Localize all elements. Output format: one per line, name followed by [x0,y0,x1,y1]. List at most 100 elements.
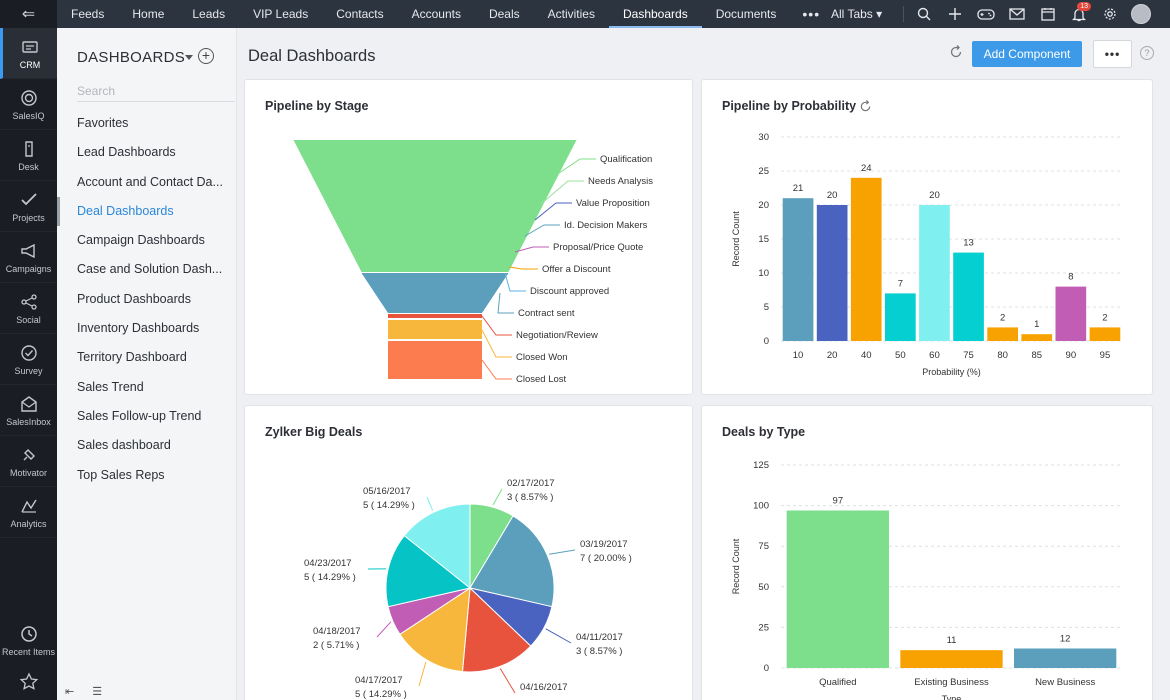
add-component-button[interactable]: Add Component [972,41,1082,67]
sidebar-search-input[interactable] [77,80,235,102]
menu-collapse-icon[interactable]: ⇐ [21,6,36,23]
rail-label: Social [16,314,41,325]
app-rail: ⇐ CRM SalesIQ Desk Projects Campaigns Social S… [0,0,57,700]
all-tabs-dropdown[interactable]: All Tabs ▾ [831,7,883,21]
tab-vip-leads[interactable]: VIP Leads [253,7,309,21]
more-options-button[interactable]: ••• [1093,40,1132,68]
sidebar-item[interactable]: Campaign Dashboards [77,233,205,248]
tab-contacts[interactable]: Contacts [336,7,384,21]
more-tabs-button[interactable]: ••• [802,6,821,22]
funnel-segment[interactable] [388,314,482,318]
reorder-list-icon[interactable]: ☰ [92,686,103,698]
collapse-sidebar-icon[interactable]: ⇤ [65,686,75,698]
funnel-segment[interactable] [293,140,577,272]
settings-gear-icon[interactable] [1094,4,1125,24]
rail-item-social[interactable]: Social [0,283,57,334]
gamepad-icon[interactable] [970,4,1001,24]
sidebar-item[interactable]: Favorites [77,116,129,130]
y-tick-label: 100 [753,501,769,512]
tab-dashboards[interactable]: Dashboards [608,0,702,28]
mail-icon[interactable] [1001,4,1032,24]
bar[interactable] [900,650,1003,668]
tab-documents[interactable]: Documents [715,7,777,21]
plus-icon[interactable] [939,4,970,24]
help-icon[interactable]: ? [1140,46,1154,60]
sidebar-item[interactable]: Top Sales Reps [77,467,165,482]
y-tick-label: 15 [758,234,769,245]
bar[interactable] [987,327,1018,341]
bar[interactable] [816,205,848,341]
user-avatar[interactable] [1125,4,1156,24]
tab-deals[interactable]: Deals [488,7,520,21]
pie-slice[interactable] [403,503,471,590]
funnel-segment[interactable] [388,341,482,379]
bar[interactable] [1021,334,1053,341]
bar[interactable] [786,510,889,668]
star-icon [19,671,38,690]
refresh-icon[interactable] [949,45,969,65]
pipeline-probability-bar-chart: 0 5 10 15 20 25 30 21 10 20 20 24 40 7 50 20 60 13 75 2 80 1 8… [731,132,1122,377]
rail-item-desk[interactable]: Desk [0,130,57,181]
bar[interactable] [850,177,882,341]
bar[interactable] [1089,327,1121,341]
rail-item-analytics[interactable]: Analytics [0,487,57,538]
pie-leader-line [499,668,516,694]
bar[interactable] [919,205,950,341]
sidebar-item[interactable]: Sales Follow-up Trend [77,408,202,423]
rail-label: Analytics [10,518,47,529]
tab-home[interactable]: Home [132,7,165,21]
rail-item-campaigns[interactable]: Campaigns [0,232,57,283]
sidebar-item[interactable]: Case and Solution Dash... [77,262,223,277]
funnel-label: Qualification [600,154,652,165]
pie-slice[interactable] [469,515,555,608]
funnel-segment[interactable] [361,273,509,313]
pie-value-label: 3 ( 8.57% ) [576,646,622,657]
sidebar-item[interactable]: Deal Dashboards [57,196,237,227]
bar[interactable] [1014,648,1117,668]
pie-date-label: 04/17/2017 [355,675,403,686]
sidebar-item[interactable]: Account and Contact Da... [77,174,223,189]
rail-item-salesiq[interactable]: SalesIQ [0,79,57,130]
bar-value-label: 11 [947,635,957,646]
card-title: Pipeline by Stage [265,99,369,113]
pie-slice[interactable] [399,587,471,673]
notification-badge: 13 [1077,2,1091,11]
tab-activities[interactable]: Activities [547,7,595,21]
funnel-leader-line [534,202,572,221]
bell-icon[interactable]: 13 [1063,2,1094,24]
rail-item-recent-items[interactable]: Recent Items [0,615,57,666]
add-dashboard-icon[interactable]: + [198,48,214,64]
refresh-chart-icon[interactable] [859,100,872,113]
sidebar-item[interactable]: Lead Dashboards [77,145,176,160]
rail-item-motivator[interactable]: Motivator [0,436,57,487]
sidebar-item[interactable]: Inventory Dashboards [77,321,200,336]
pie-slice[interactable] [461,586,532,673]
rail-item-projects[interactable]: Projects [0,181,57,232]
y-tick-label: 75 [758,541,769,552]
pie-slice[interactable] [385,534,472,608]
chevron-down-icon[interactable] [185,55,193,60]
funnel-segment[interactable] [388,320,482,339]
bar[interactable] [782,198,814,341]
tab-leads[interactable]: Leads [192,7,226,21]
rail-item-crm[interactable]: CRM [0,28,57,79]
tab-accounts[interactable]: Accounts [411,7,461,21]
bar[interactable] [1055,286,1087,341]
y-tick-label: 125 [753,460,769,471]
sidebar-item[interactable]: Product Dashboards [77,291,191,306]
funnel-leader-line [540,180,584,205]
tab-feeds[interactable]: Feeds [71,7,105,21]
rail-item-survey[interactable]: Survey [0,334,57,385]
sidebar-item[interactable]: Territory Dashboard [77,350,187,365]
calendar-icon[interactable] [1032,4,1063,24]
rail-item-salesinbox[interactable]: SalesInbox [0,385,57,436]
x-tick-label: New Business [1035,677,1095,688]
search-icon[interactable] [908,4,939,24]
bar-value-label: 24 [861,163,872,174]
bar[interactable] [885,293,916,341]
bar[interactable] [953,252,984,341]
zylker-big-deals-card: 02/17/2017 3 ( 8.57% ) 03/19/2017 7 ( 20.00… [244,405,693,700]
rail-item-favorites[interactable] [0,666,57,700]
sidebar-item[interactable]: Sales dashboard [77,438,171,453]
sidebar-item[interactable]: Sales Trend [77,379,144,394]
